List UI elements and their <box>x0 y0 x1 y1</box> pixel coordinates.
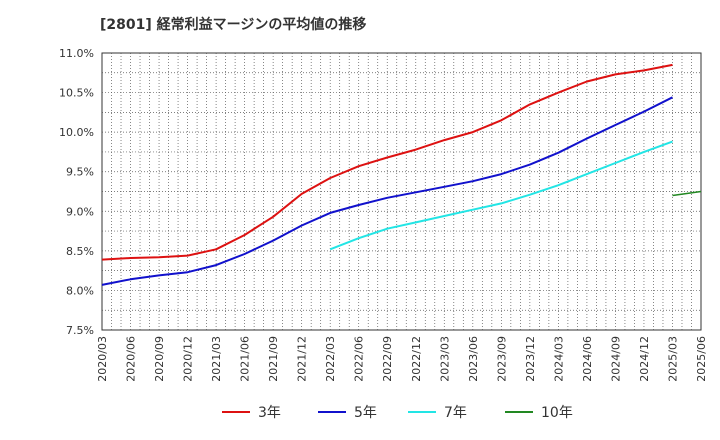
y-tick-label: 7.5% <box>66 324 94 337</box>
y-tick-label: 10.5% <box>59 87 94 100</box>
plot-frame <box>101 52 702 331</box>
x-tick-label: 2023/12 <box>524 336 537 382</box>
series-line-1 <box>101 63 673 261</box>
y-tick-label: 11.0% <box>59 47 94 60</box>
x-tick-label: 2022/09 <box>381 336 394 382</box>
legend: 3年 5年 7年 10年 <box>222 405 573 421</box>
x-tick-label: 2023/03 <box>438 336 451 382</box>
legend-label-4: 10年 <box>541 405 573 421</box>
chart-title: [2801] 経常利益マージンの平均値の推移 <box>100 16 366 33</box>
series-line-4 <box>672 190 702 197</box>
y-axis: 7.5% 8.0% 8.5% 9.0% 9.5% 10.0% 10.5% 11.0% <box>59 47 94 337</box>
grid <box>101 52 702 331</box>
y-tick-label: 9.5% <box>66 166 94 179</box>
x-tick-label: 2021/06 <box>239 336 252 382</box>
x-tick-label: 2023/06 <box>467 336 480 382</box>
x-tick-label: 2021/03 <box>210 336 223 382</box>
x-tick-label: 2023/09 <box>495 336 508 382</box>
x-tick-label: 2025/06 <box>695 336 708 382</box>
x-tick-label: 2020/09 <box>153 336 166 382</box>
x-tick-label: 2022/12 <box>410 336 423 382</box>
x-tick-label: 2020/12 <box>182 336 195 382</box>
x-tick-label: 2024/03 <box>552 336 565 382</box>
legend-label-1: 3年 <box>258 405 281 421</box>
x-tick-label: 2020/06 <box>125 336 138 382</box>
y-tick-label: 9.0% <box>66 205 94 218</box>
x-tick-label: 2022/03 <box>324 336 337 382</box>
x-tick-label: 2020/03 <box>96 336 109 382</box>
legend-label-2: 5年 <box>354 405 377 421</box>
x-tick-label: 2024/12 <box>638 336 651 382</box>
series-line-3 <box>329 140 673 251</box>
x-axis: 2020/03 2020/06 2020/09 2020/12 2021/03 2021/… <box>96 336 708 382</box>
legend-label-3: 7年 <box>444 405 467 421</box>
series-line-2 <box>101 96 673 286</box>
x-tick-label: 2021/09 <box>267 336 280 382</box>
y-tick-label: 8.0% <box>66 284 94 297</box>
x-tick-label: 2025/03 <box>666 336 679 382</box>
x-tick-label: 2024/06 <box>581 336 594 382</box>
y-tick-label: 10.0% <box>59 126 94 139</box>
x-tick-label: 2021/12 <box>296 336 309 382</box>
x-tick-label: 2022/06 <box>353 336 366 382</box>
plot-area <box>101 63 702 286</box>
x-tick-label: 2024/09 <box>609 336 622 382</box>
y-tick-label: 8.5% <box>66 245 94 258</box>
